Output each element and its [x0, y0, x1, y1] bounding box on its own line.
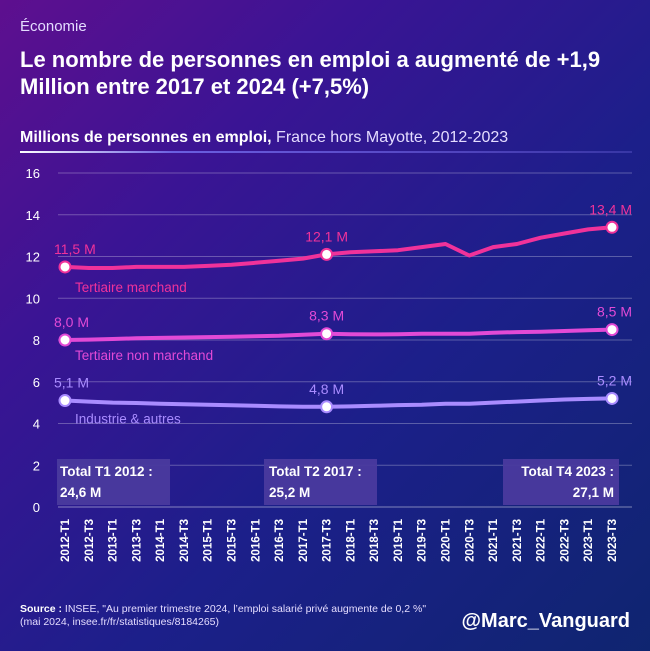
- x-tick-label: 2020-T1: [441, 518, 453, 561]
- data-point-marker: [58, 260, 72, 274]
- x-tick-label: 2019-T3: [417, 519, 429, 562]
- y-tick-label: 4: [33, 417, 40, 432]
- series-line: [63, 225, 614, 270]
- series-label: Tertiaire non marchand: [75, 348, 213, 363]
- x-tick-label: 2012-T3: [84, 519, 96, 562]
- data-label: 8,0 M: [54, 314, 89, 330]
- y-tick-label: 14: [26, 208, 40, 223]
- data-label: 11,5 M: [54, 241, 96, 257]
- x-tick-label: 2021-T3: [512, 519, 524, 562]
- y-tick-label: 8: [33, 333, 40, 348]
- subtitle-underline: [20, 151, 632, 153]
- y-tick-label: 16: [26, 166, 40, 181]
- x-tick-label: 2014-T1: [155, 518, 167, 561]
- x-tick-label: 2018-T3: [369, 519, 381, 562]
- y-tick-label: 0: [33, 500, 40, 515]
- employment-line-chart: 0 2 4 6 8 10 12 14 16 2012-T1 2012-T3 2013-T1 2013-T…: [26, 166, 632, 562]
- total-box-label: Total T4 2023 :: [521, 464, 614, 479]
- y-tick-label: 12: [26, 250, 40, 265]
- data-point-marker: [605, 323, 619, 337]
- source-text: INSEE, "Au premier trimestre 2024, l’emp…: [20, 603, 427, 628]
- data-label: 13,4 M: [589, 201, 632, 217]
- total-box: [503, 459, 619, 505]
- series-label: Industrie & autres: [75, 412, 181, 427]
- total-box-value: 25,2 M: [269, 485, 310, 500]
- data-point-marker: [58, 333, 72, 347]
- x-tick-label: 2017-T1: [298, 518, 310, 561]
- x-tick-label: 2013-T3: [131, 519, 143, 562]
- page-title: Le nombre de personnes en emploi a augme…: [20, 47, 601, 99]
- data-point-marker: [320, 327, 334, 341]
- total-box-label: Total T1 2012 :: [60, 464, 153, 479]
- data-point-marker: [320, 247, 334, 261]
- x-tick-label: 2015-T3: [226, 519, 238, 562]
- x-tick-label: 2020-T3: [464, 519, 476, 562]
- x-tick-label: 2019-T1: [393, 518, 405, 561]
- data-point-marker: [58, 394, 72, 408]
- author-handle: @Marc_Vanguard: [461, 610, 630, 632]
- subtitle-light: France hors Mayotte, 2012-2023: [271, 129, 509, 146]
- x-tick-label: 2022-T3: [559, 519, 571, 562]
- chart-subtitle: Millions de personnes en emploi, France …: [20, 129, 508, 147]
- source-label: Source :: [20, 603, 63, 615]
- data-label: 8,3 M: [309, 308, 344, 324]
- x-tick-label: 2015-T1: [203, 518, 215, 561]
- y-tick-label: 6: [33, 375, 40, 390]
- series-label: Tertiaire marchand: [75, 280, 187, 295]
- total-box-value: 24,6 M: [60, 485, 101, 500]
- x-tick-label: 2023-T3: [607, 519, 619, 562]
- x-tick-label: 2016-T3: [274, 519, 286, 562]
- data-label: 5,1 M: [54, 375, 89, 391]
- x-tick-label: 2021-T1: [488, 518, 500, 561]
- data-label: 8,5 M: [597, 304, 632, 320]
- x-tick-label: 2012-T1: [60, 518, 72, 561]
- x-tick-label: 2017-T3: [322, 519, 334, 562]
- total-box: [57, 459, 170, 505]
- y-tick-label: 10: [26, 291, 40, 306]
- data-point-marker: [320, 400, 334, 414]
- data-point-marker: [605, 391, 619, 405]
- total-box: [264, 459, 377, 505]
- y-tick-label: 2: [33, 458, 40, 473]
- section-kicker: Économie: [20, 18, 87, 35]
- data-label: 12,1 M: [305, 228, 348, 244]
- x-tick-label: 2022-T1: [536, 518, 548, 561]
- x-tick-label: 2014-T3: [179, 519, 191, 562]
- data-label: 4,8 M: [309, 381, 344, 397]
- total-box-value: 27,1 M: [573, 485, 614, 500]
- subtitle-bold: Millions de personnes en emploi,: [20, 129, 272, 146]
- total-box-label: Total T2 2017 :: [269, 464, 362, 479]
- x-tick-label: 2018-T1: [345, 518, 357, 561]
- source-note: Source : INSEE, "Au premier trimestre 20…: [20, 603, 430, 629]
- x-tick-label: 2023-T1: [583, 518, 595, 561]
- series-line: [63, 327, 614, 342]
- series-line: [63, 396, 614, 409]
- data-point-marker: [605, 220, 619, 234]
- data-label: 5,2 M: [597, 372, 632, 388]
- x-tick-label: 2013-T1: [108, 518, 120, 561]
- x-tick-label: 2016-T1: [250, 518, 262, 561]
